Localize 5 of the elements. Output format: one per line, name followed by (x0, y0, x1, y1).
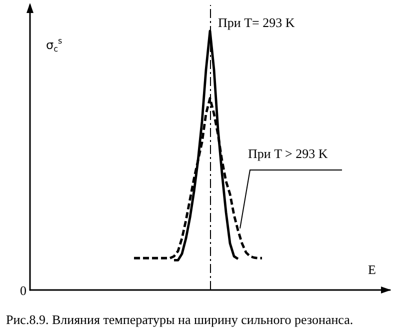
text: При T= 293 K (218, 15, 296, 30)
annotation: При T > 293 K (248, 146, 328, 161)
x-axis-title: E (368, 262, 376, 277)
text: 0 (20, 283, 26, 298)
text: Рис.8.9. Влияния температуры на ширину сильного резонанса. (6, 312, 354, 327)
